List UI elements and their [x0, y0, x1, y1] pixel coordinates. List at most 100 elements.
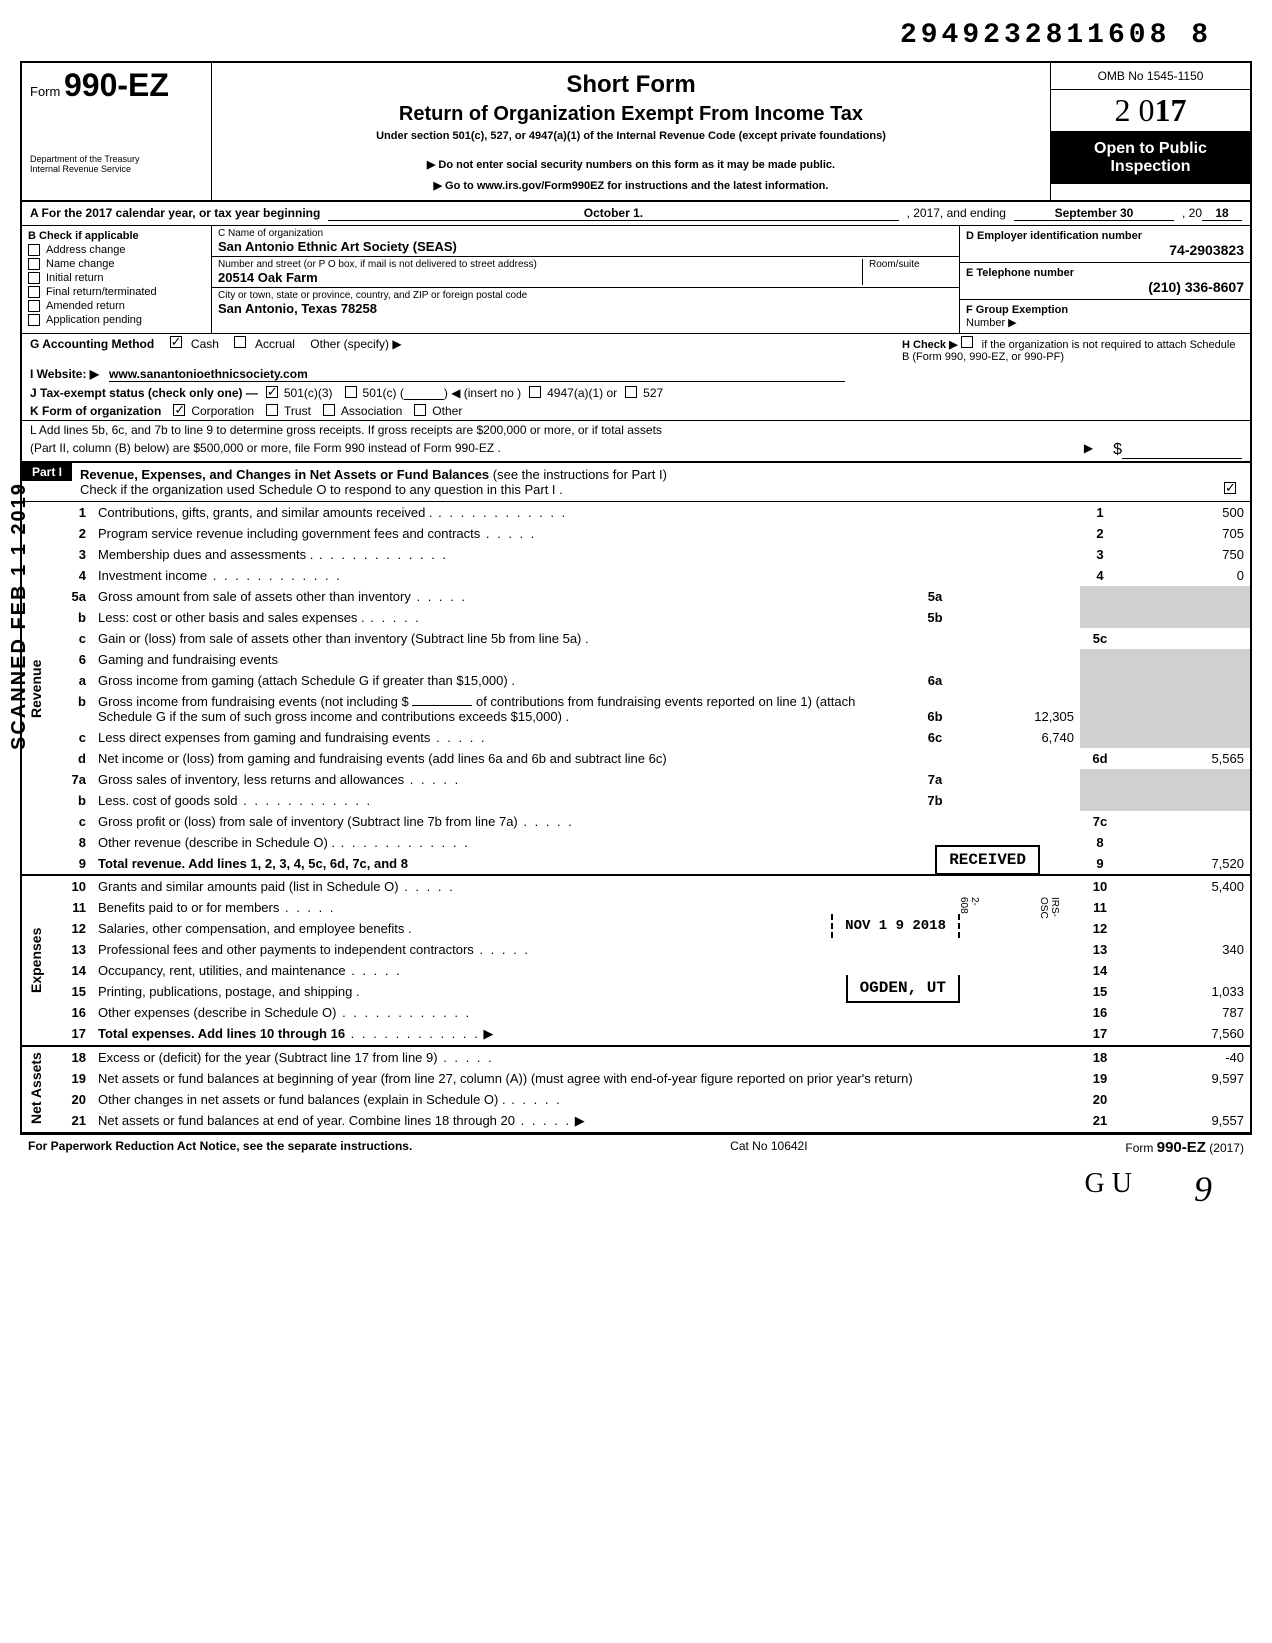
chk-association[interactable] — [323, 404, 335, 416]
chk-cash[interactable] — [170, 336, 182, 348]
line-5c-num: c — [52, 628, 92, 649]
chk-501c3[interactable] — [266, 386, 278, 398]
phone-label: E Telephone number — [966, 267, 1244, 279]
chk-corporation[interactable] — [173, 404, 185, 416]
chk-other-org[interactable] — [414, 404, 426, 416]
line-5c-val — [1120, 628, 1250, 649]
chk-initial-return[interactable]: Initial return — [28, 272, 205, 284]
return-title: Return of Organization Exempt From Incom… — [220, 103, 1042, 126]
row-l-text2: (Part II, column (B) below) are $500,000… — [30, 441, 501, 459]
line-6d-box: 6d — [1080, 748, 1120, 769]
room-label: Room/suite — [869, 259, 953, 270]
section-bcd: B Check if applicable Address change Nam… — [20, 226, 1252, 334]
line-3-val: 750 — [1120, 544, 1250, 565]
line-10-val: 5,400 — [1120, 875, 1250, 897]
chk-accrual[interactable] — [234, 336, 246, 348]
chk-name-change[interactable]: Name change — [28, 258, 205, 270]
chk-501c[interactable] — [345, 386, 357, 398]
row-l-dollar: $ — [1113, 441, 1122, 459]
row-j: J Tax-exempt status (check only one) — 5… — [20, 384, 1252, 402]
line-7c-text: Gross profit or (loss) from sale of inve… — [98, 814, 574, 829]
part1-title: Revenue, Expenses, and Changes in Net As… — [80, 467, 489, 482]
row-l-arrow: ▶ — [1084, 441, 1093, 459]
row-l1: L Add lines 5b, 6c, and 7b to line 9 to … — [20, 421, 1252, 439]
line-19-val: 9,597 — [1120, 1068, 1250, 1089]
form-year-cell: OMB No 1545-1150 2 017 Open to Public In… — [1050, 63, 1250, 200]
date-stamp: NOV 1 9 2018 — [831, 914, 960, 938]
line-7c-box: 7c — [1080, 811, 1120, 832]
line-11-text: Benefits paid to or for members — [98, 900, 335, 915]
line-6c-num: c — [52, 727, 92, 748]
line-18-box: 18 — [1080, 1046, 1120, 1068]
line-13-val: 340 — [1120, 939, 1250, 960]
cash-label: Cash — [191, 337, 219, 351]
dept-treasury: Department of the Treasury Internal Reve… — [30, 154, 203, 174]
line-6b-sub: 6b — [910, 691, 960, 727]
line-18-num: 18 — [52, 1046, 92, 1068]
line-8-text: Other revenue (describe in Schedule O) . — [98, 835, 470, 850]
footer-form-num: 990-EZ — [1157, 1139, 1206, 1156]
chk-final-return[interactable]: Final return/terminated — [28, 286, 205, 298]
line-17-text: Total expenses. Add lines 10 through 16 — [98, 1026, 345, 1041]
net-assets-side-label: Net Assets — [22, 1046, 52, 1132]
line-6-num: 6 — [52, 649, 92, 670]
501c3-label: 501(c)(3) — [284, 386, 333, 400]
ein-label: D Employer identification number — [966, 230, 1244, 242]
line-6c-sub: 6c — [910, 727, 960, 748]
year-outline: 2 0 — [1115, 92, 1155, 128]
footer-center: Cat No 10642I — [730, 1139, 807, 1156]
tax-exempt-label: J Tax-exempt status (check only one) — — [30, 386, 258, 400]
chk-amended-return[interactable]: Amended return — [28, 300, 205, 312]
line-7a-subval — [960, 769, 1080, 790]
part1-check-o: Check if the organization used Schedule … — [80, 482, 563, 497]
line-14-text: Occupancy, rent, utilities, and maintena… — [98, 963, 402, 978]
website-value: www.sanantonioethnicsociety.com — [109, 367, 845, 382]
line-19-text: Net assets or fund balances at beginning… — [98, 1071, 913, 1086]
city-label: City or town, state or province, country… — [218, 290, 953, 301]
part-1: Part I Revenue, Expenses, and Changes in… — [20, 463, 1252, 1134]
part1-suffix: (see the instructions for Part I) — [489, 467, 667, 482]
org-address: 20514 Oak Farm — [218, 270, 856, 285]
501c-label: 501(c) ( — [363, 386, 404, 400]
col-b-title: B Check if applicable — [28, 230, 205, 242]
chk-4947a1[interactable] — [529, 386, 541, 398]
chk-527[interactable] — [625, 386, 637, 398]
chk-schedule-o-used[interactable] — [1224, 482, 1236, 494]
org-name: San Antonio Ethnic Art Society (SEAS) — [218, 239, 953, 254]
chk-address-change[interactable]: Address change — [28, 244, 205, 256]
line-13-num: 13 — [52, 939, 92, 960]
line-3-num: 3 — [52, 544, 92, 565]
footer-right: Form 990-EZ (2017) — [1125, 1139, 1244, 1156]
form-number: Form 990-EZ — [30, 67, 203, 104]
page-number: 9 — [1194, 1168, 1212, 1210]
line-6c-subval: 6,740 — [960, 727, 1080, 748]
line-10-text: Grants and similar amounts paid (list in… — [98, 879, 455, 894]
line-20-val — [1120, 1089, 1250, 1110]
stamp-side1: 2-608 — [958, 897, 980, 918]
chk-application-pending[interactable]: Application pending — [28, 314, 205, 326]
chk-trust[interactable] — [266, 404, 278, 416]
527-label: 527 — [643, 386, 663, 400]
line-5a-sub: 5a — [910, 586, 960, 607]
line-10-box: 10 — [1080, 875, 1120, 897]
ssn-notice: ▶ Do not enter social security numbers o… — [220, 158, 1042, 171]
line-11-num: 11 — [52, 897, 92, 918]
expenses-side-label: Expenses — [22, 875, 52, 1046]
line-7b-subval — [960, 790, 1080, 811]
phone-value: (210) 336-8607 — [966, 279, 1244, 295]
line-7a-num: 7a — [52, 769, 92, 790]
line-20-text: Other changes in net assets or fund bala… — [98, 1092, 562, 1107]
line-5b-text: Less: cost or other basis and sales expe… — [98, 610, 421, 625]
chk-schedule-b-not-required[interactable] — [961, 336, 973, 348]
line-21-text: Net assets or fund balances at end of ye… — [98, 1113, 571, 1128]
row-a-mid: , 2017, and ending — [907, 206, 1006, 221]
line-15-text: Printing, publications, postage, and shi… — [98, 984, 360, 999]
revenue-side-label: Revenue — [22, 502, 52, 875]
other-org-label: Other — [432, 404, 462, 418]
line-12-text: Salaries, other compensation, and employ… — [98, 921, 412, 936]
line-7a-sub: 7a — [910, 769, 960, 790]
insert-no: ) ◀ (insert no ) — [444, 386, 521, 400]
line-6a-num: a — [52, 670, 92, 691]
line-12-num: 12 — [52, 918, 92, 939]
line-9-val: 7,520 — [1120, 853, 1250, 875]
